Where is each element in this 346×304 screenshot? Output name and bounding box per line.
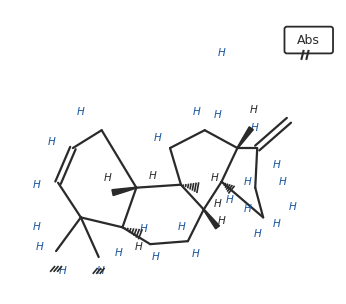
Text: H: H <box>273 219 281 229</box>
Text: H: H <box>249 105 257 116</box>
Polygon shape <box>112 187 136 195</box>
Text: H: H <box>35 242 43 252</box>
FancyBboxPatch shape <box>284 27 333 54</box>
Polygon shape <box>237 127 253 148</box>
Text: H: H <box>218 216 226 226</box>
Text: H: H <box>289 202 297 212</box>
Text: H: H <box>178 222 186 232</box>
Text: H: H <box>226 195 233 205</box>
Text: H: H <box>33 180 40 190</box>
Text: H: H <box>115 248 122 258</box>
Text: H: H <box>135 242 142 252</box>
Text: H: H <box>193 107 201 117</box>
Text: Abs: Abs <box>297 33 320 47</box>
Text: H: H <box>97 266 104 276</box>
Polygon shape <box>203 209 220 229</box>
Text: H: H <box>33 222 40 232</box>
Text: H: H <box>211 173 218 183</box>
Text: H: H <box>273 160 281 170</box>
Text: H: H <box>151 252 159 262</box>
Text: H: H <box>192 249 200 259</box>
Text: H: H <box>139 224 147 234</box>
Text: H: H <box>59 266 67 276</box>
Text: H: H <box>214 199 221 209</box>
Text: H: H <box>214 110 221 120</box>
Text: H: H <box>77 107 85 117</box>
Text: H: H <box>244 177 251 187</box>
Text: H: H <box>244 205 251 214</box>
Text: H: H <box>153 133 161 143</box>
Text: H: H <box>253 229 261 239</box>
Text: H: H <box>47 137 55 147</box>
Text: H: H <box>251 123 258 133</box>
Text: H: H <box>279 177 287 187</box>
Text: H: H <box>218 48 226 58</box>
Text: H: H <box>104 173 111 183</box>
Text: H: H <box>148 171 156 181</box>
